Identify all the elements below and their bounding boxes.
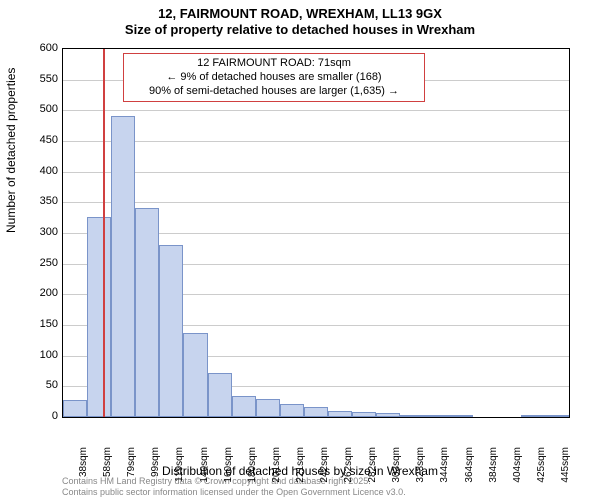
y-tick-label: 500: [24, 103, 58, 115]
histogram-bar: [256, 399, 280, 417]
title-line-2: Size of property relative to detached ho…: [0, 22, 600, 37]
histogram-bar: [111, 116, 135, 417]
histogram-bar: [280, 404, 304, 417]
x-tick-label: 140sqm: [199, 447, 210, 483]
x-tick-label: 242sqm: [319, 447, 330, 483]
histogram-bar: [424, 415, 448, 417]
gridline: [63, 110, 569, 111]
x-tick-label: 180sqm: [247, 447, 258, 483]
gridline: [63, 172, 569, 173]
annotation-line-1: 12 FAIRMOUNT ROAD: 71sqm: [130, 57, 418, 71]
annotation-box: 12 FAIRMOUNT ROAD: 71sqm← 9% of detached…: [123, 53, 425, 102]
histogram-bar: [135, 208, 159, 417]
x-tick-label: 303sqm: [391, 447, 402, 483]
chart-container: 12, FAIRMOUNT ROAD, WREXHAM, LL13 9GX Si…: [0, 0, 600, 500]
marker-line: [103, 49, 105, 417]
y-tick-label: 0: [24, 410, 58, 422]
histogram-bar: [63, 400, 87, 417]
y-tick-label: 450: [24, 134, 58, 146]
histogram-bar: [545, 415, 569, 417]
gridline: [63, 202, 569, 203]
histogram-bar: [159, 245, 183, 417]
x-tick-label: 119sqm: [174, 447, 185, 482]
y-tick-label: 150: [24, 318, 58, 330]
x-tick-label: 384sqm: [488, 447, 499, 483]
titles: 12, FAIRMOUNT ROAD, WREXHAM, LL13 9GX Si…: [0, 6, 600, 37]
histogram-bar: [87, 217, 111, 417]
x-tick-label: 344sqm: [439, 447, 450, 483]
y-tick-label: 300: [24, 226, 58, 238]
histogram-bar: [304, 407, 328, 417]
histogram-bar: [376, 413, 400, 417]
y-tick-label: 200: [24, 287, 58, 299]
y-tick-label: 100: [24, 349, 58, 361]
x-tick-label: 99sqm: [150, 447, 161, 477]
x-tick-label: 425sqm: [536, 447, 547, 483]
histogram-bar: [328, 411, 352, 417]
histogram-bar: [208, 373, 232, 417]
x-tick-label: 282sqm: [367, 447, 378, 483]
x-tick-label: 79sqm: [126, 447, 137, 477]
gridline: [63, 141, 569, 142]
histogram-bar: [183, 333, 207, 417]
y-tick-label: 600: [24, 42, 58, 54]
x-tick-label: 323sqm: [415, 447, 426, 483]
x-tick-label: 38sqm: [78, 447, 89, 477]
x-tick-label: 262sqm: [343, 447, 354, 483]
x-tick-label: 201sqm: [271, 447, 282, 483]
x-tick-label: 364sqm: [464, 447, 475, 483]
histogram-bar: [232, 396, 256, 417]
y-tick-label: 550: [24, 73, 58, 85]
y-tick-label: 400: [24, 165, 58, 177]
histogram-bar: [521, 415, 545, 417]
annotation-line-3: 90% of semi-detached houses are larger (…: [130, 85, 418, 99]
annotation-line-2: ← 9% of detached houses are smaller (168…: [130, 71, 418, 85]
histogram-bar: [400, 415, 424, 417]
histogram-bar: [352, 412, 376, 417]
y-tick-label: 250: [24, 257, 58, 269]
y-tick-label: 350: [24, 195, 58, 207]
attribution-line-2: Contains public sector information licen…: [62, 487, 406, 498]
x-tick-label: 221sqm: [295, 447, 306, 483]
title-line-1: 12, FAIRMOUNT ROAD, WREXHAM, LL13 9GX: [0, 6, 600, 21]
y-tick-label: 50: [24, 379, 58, 391]
x-tick-label: 445sqm: [560, 447, 571, 483]
plot-area: 12 FAIRMOUNT ROAD: 71sqm← 9% of detached…: [62, 48, 570, 418]
x-tick-label: 160sqm: [223, 447, 234, 483]
y-axis-label: Number of detached properties: [4, 68, 18, 233]
x-tick-label: 404sqm: [512, 447, 523, 483]
histogram-bar: [449, 415, 473, 417]
x-tick-label: 58sqm: [102, 447, 113, 477]
